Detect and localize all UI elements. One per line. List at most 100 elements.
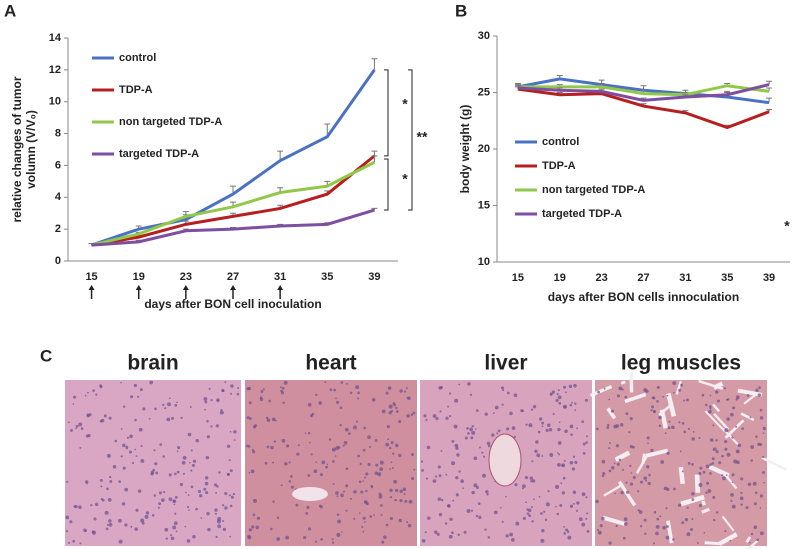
fiber-gap [745, 536, 752, 543]
nucleus [757, 393, 762, 397]
nucleus [307, 402, 312, 407]
nucleus [686, 532, 691, 537]
nucleus [632, 445, 635, 449]
nucleus [735, 395, 740, 400]
nucleus [315, 393, 318, 397]
nucleus [478, 446, 481, 449]
nucleus [510, 538, 515, 542]
nucleus [569, 403, 573, 407]
nucleus [159, 443, 163, 447]
nucleus [216, 485, 219, 488]
nucleus [286, 444, 290, 448]
fiber-gap [761, 456, 788, 471]
nucleus [200, 517, 203, 520]
nucleus [601, 474, 605, 478]
fiber-gap [701, 500, 707, 506]
nucleus [625, 481, 628, 484]
nucleus [549, 453, 554, 457]
error-bar [371, 155, 378, 163]
nucleus [135, 455, 138, 458]
nucleus [750, 459, 753, 462]
nucleus [540, 538, 545, 543]
nucleus [706, 481, 710, 485]
nucleus [483, 455, 486, 458]
nucleus [540, 512, 543, 515]
nucleus [334, 455, 337, 457]
nucleus [658, 424, 662, 428]
x-tick-label: 31 [274, 271, 286, 283]
nucleus [103, 414, 107, 418]
nucleus [556, 452, 559, 454]
fiber-gap [712, 403, 721, 413]
fiber-gap [666, 392, 677, 417]
nucleus [701, 393, 705, 397]
nucleus [229, 469, 233, 473]
image-title: liver [484, 352, 527, 375]
nucleus [152, 468, 156, 472]
nucleus [204, 400, 208, 404]
nucleus [477, 502, 481, 506]
nucleus [87, 391, 89, 394]
nucleus [149, 380, 154, 385]
nucleus [393, 403, 396, 407]
nucleus [389, 516, 393, 521]
nucleus [204, 476, 209, 480]
nucleus [747, 482, 752, 486]
nucleus [478, 515, 482, 519]
nucleus [449, 415, 452, 418]
error-bar [371, 150, 378, 156]
nucleus [698, 471, 702, 476]
x-tick-label: 27 [637, 272, 649, 284]
nucleus [318, 401, 323, 405]
nucleus [367, 435, 371, 439]
nucleus [91, 530, 96, 535]
nucleus [484, 528, 487, 531]
nucleus [394, 488, 399, 493]
nucleus [758, 386, 761, 390]
fiber-gap [602, 515, 626, 526]
nucleus [83, 528, 87, 533]
nucleus [681, 521, 685, 525]
nucleus [197, 489, 202, 494]
nucleus [740, 477, 744, 481]
nucleus [509, 532, 513, 537]
nucleus [329, 388, 333, 392]
fiber-gap [620, 380, 626, 385]
x-axis-label: days after BON cells innoculation [548, 290, 739, 304]
nucleus [161, 498, 165, 502]
nucleus [762, 471, 765, 474]
nucleus [66, 480, 69, 484]
nucleus [448, 392, 452, 395]
nucleus [569, 460, 574, 465]
nucleus [148, 417, 151, 420]
nucleus [100, 497, 104, 501]
nucleus [762, 481, 765, 484]
nucleus [124, 523, 128, 527]
nucleus [651, 396, 655, 400]
nucleus [362, 448, 366, 452]
nucleus [424, 531, 427, 534]
nucleus [699, 466, 703, 470]
nucleus [336, 513, 340, 516]
nucleus [672, 381, 677, 386]
nucleus [690, 527, 693, 531]
nucleus [705, 491, 708, 494]
nucleus [475, 514, 479, 518]
nucleus [613, 462, 616, 465]
nucleus [99, 478, 103, 482]
nucleus [206, 435, 211, 439]
nucleus [339, 406, 343, 409]
nucleus [205, 491, 209, 495]
nucleus [137, 489, 142, 493]
nucleus [646, 436, 650, 440]
nucleus [691, 437, 695, 441]
nucleus [296, 452, 300, 456]
nucleus [737, 443, 742, 448]
nucleus [629, 482, 634, 486]
nucleus [399, 499, 403, 503]
nucleus [581, 492, 586, 497]
nucleus [264, 461, 268, 465]
nucleus [337, 519, 341, 524]
nucleus [755, 388, 759, 393]
nucleus [576, 427, 579, 430]
